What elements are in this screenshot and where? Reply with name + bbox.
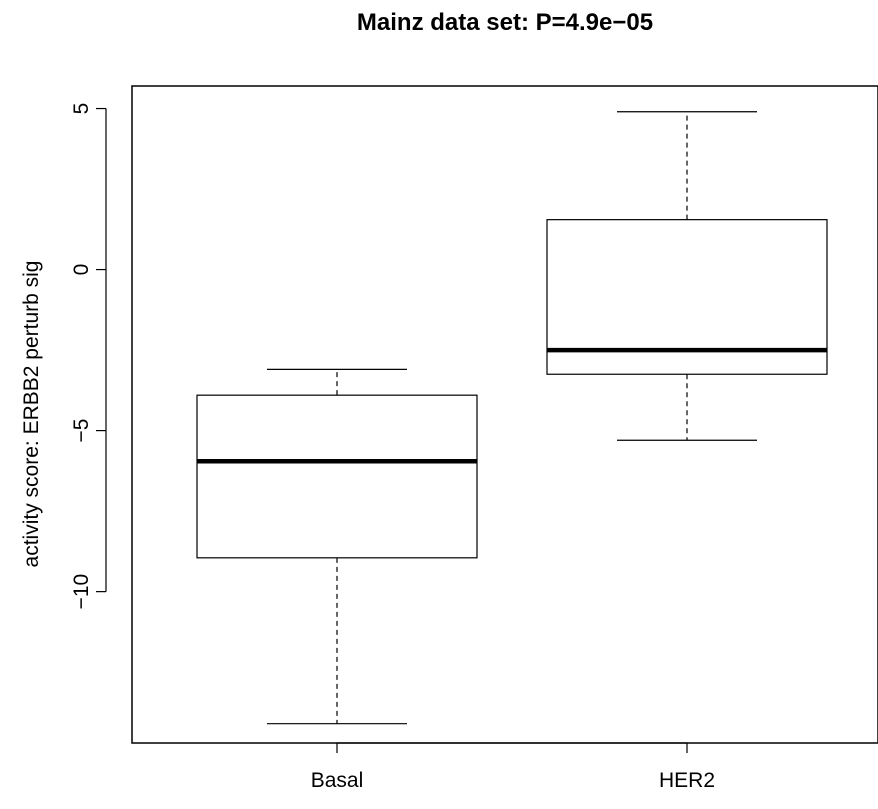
y-tick-label: 0 (70, 264, 93, 276)
y-tick-label: −5 (70, 419, 93, 443)
box-her2 (546, 111, 828, 441)
y-tick-label: 5 (70, 103, 93, 115)
y-tick-label: −10 (70, 574, 93, 610)
x-tick-label: HER2 (659, 769, 715, 792)
y-axis-label: activity score: ERBB2 perturb sig (20, 261, 43, 568)
box-series (196, 111, 828, 725)
chart-title: Mainz data set: P=4.9e−05 (357, 9, 653, 36)
x-axis: Basal HER2 (311, 742, 715, 792)
box-iqr (196, 394, 478, 559)
x-tick-label: Basal (311, 769, 364, 792)
box-basal (196, 368, 478, 725)
y-axis: 5 0 −5 −10 (70, 103, 107, 610)
